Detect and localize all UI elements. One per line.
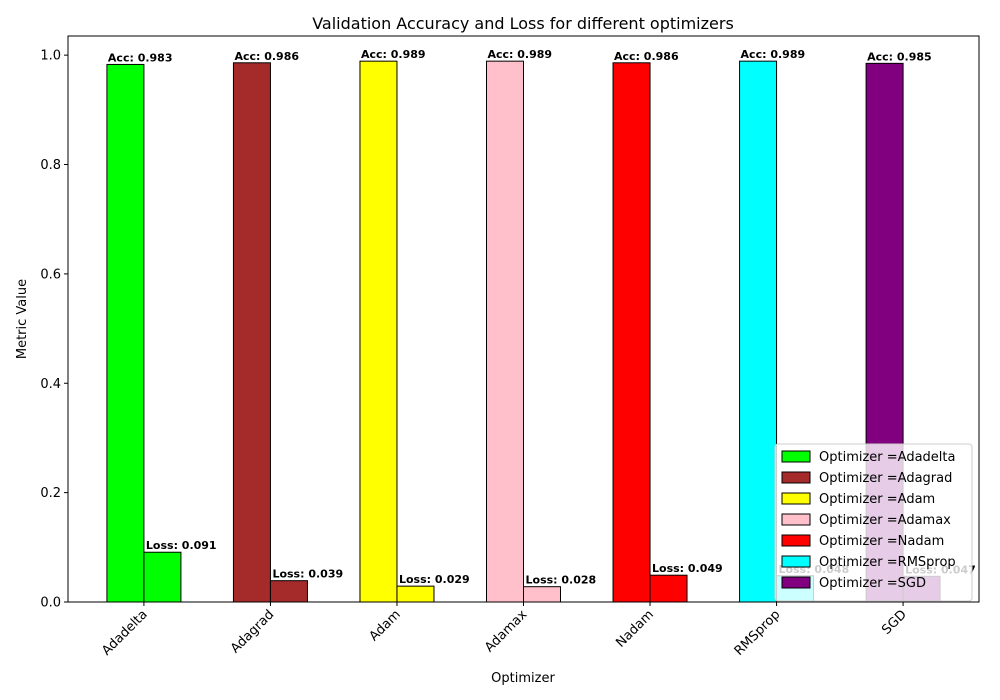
x-tick-label: Adadelta bbox=[99, 607, 150, 658]
accuracy-bar bbox=[612, 62, 651, 603]
y-tick-label: 0.2 bbox=[40, 486, 61, 501]
legend-swatch bbox=[781, 450, 811, 463]
x-tick-label: Adagrad bbox=[228, 607, 277, 656]
legend-entry-label: Optimizer =Nadam bbox=[819, 534, 944, 549]
legend-entry-label: Optimizer =RMSprop bbox=[819, 555, 956, 570]
loss-value-label: Loss: 0.091 bbox=[146, 539, 217, 552]
x-axis-label: Optimizer bbox=[491, 671, 555, 686]
loss-value-label: Loss: 0.028 bbox=[526, 574, 597, 587]
accuracy-bar bbox=[359, 60, 398, 603]
plot-frame bbox=[67, 35, 980, 603]
x-tick-label: Nadam bbox=[613, 607, 657, 651]
x-tick-label: SGD bbox=[879, 607, 910, 638]
legend-entry-label: Optimizer =Adam bbox=[819, 492, 935, 507]
legend-swatch bbox=[781, 492, 811, 505]
y-tick-label: 0.6 bbox=[40, 267, 61, 282]
accuracy-value-label: Acc: 0.989 bbox=[361, 48, 426, 61]
x-tick-label: RMSprop bbox=[732, 607, 784, 659]
y-tick-label: 0.8 bbox=[40, 158, 61, 173]
legend-swatch bbox=[781, 513, 811, 526]
loss-bar bbox=[269, 580, 308, 603]
accuracy-value-label: Acc: 0.986 bbox=[234, 50, 299, 63]
legend-swatch bbox=[781, 555, 811, 568]
accuracy-value-label: Acc: 0.985 bbox=[867, 50, 932, 63]
legend-entry-label: Optimizer =Adadelta bbox=[819, 450, 955, 465]
x-tick-label: Adamax bbox=[482, 607, 530, 655]
legend-swatch bbox=[781, 534, 811, 547]
loss-bar bbox=[396, 585, 435, 603]
y-tick-label: 0.4 bbox=[40, 377, 61, 392]
accuracy-bar bbox=[486, 60, 524, 603]
loss-bar bbox=[649, 574, 688, 603]
legend-swatch bbox=[781, 471, 811, 484]
legend-entry-label: Optimizer =Adagrad bbox=[819, 471, 952, 486]
accuracy-bar bbox=[232, 62, 271, 603]
x-tick-label: Adam bbox=[367, 607, 404, 644]
accuracy-bar bbox=[739, 60, 778, 603]
legend: Optimizer =Adadelta Optimizer =Adagrad Opt… bbox=[774, 443, 973, 602]
legend-box bbox=[774, 443, 973, 602]
accuracy-value-label: Acc: 0.989 bbox=[741, 48, 806, 61]
y-axis-label: Metric Value bbox=[15, 279, 30, 359]
accuracy-value-label: Acc: 0.989 bbox=[488, 48, 553, 61]
loss-bar bbox=[143, 551, 182, 603]
legend-entry-label: Optimizer =Adamax bbox=[819, 513, 951, 528]
accuracy-bar bbox=[106, 63, 145, 603]
loss-value-label: Loss: 0.039 bbox=[272, 568, 343, 581]
legend-entry-label: Optimizer =SGD bbox=[819, 576, 926, 591]
legend-swatch bbox=[781, 576, 811, 589]
accuracy-value-label: Acc: 0.983 bbox=[108, 51, 173, 64]
loss-value-label: Loss: 0.049 bbox=[652, 562, 723, 575]
y-tick-label: 1.0 bbox=[40, 49, 61, 64]
accuracy-value-label: Acc: 0.986 bbox=[614, 50, 679, 63]
loss-value-label: Loss: 0.029 bbox=[399, 573, 470, 586]
y-tick-label: 0.0 bbox=[40, 596, 61, 611]
loss-bar bbox=[523, 586, 561, 603]
chart-title: Validation Accuracy and Loss for differe… bbox=[312, 14, 734, 33]
